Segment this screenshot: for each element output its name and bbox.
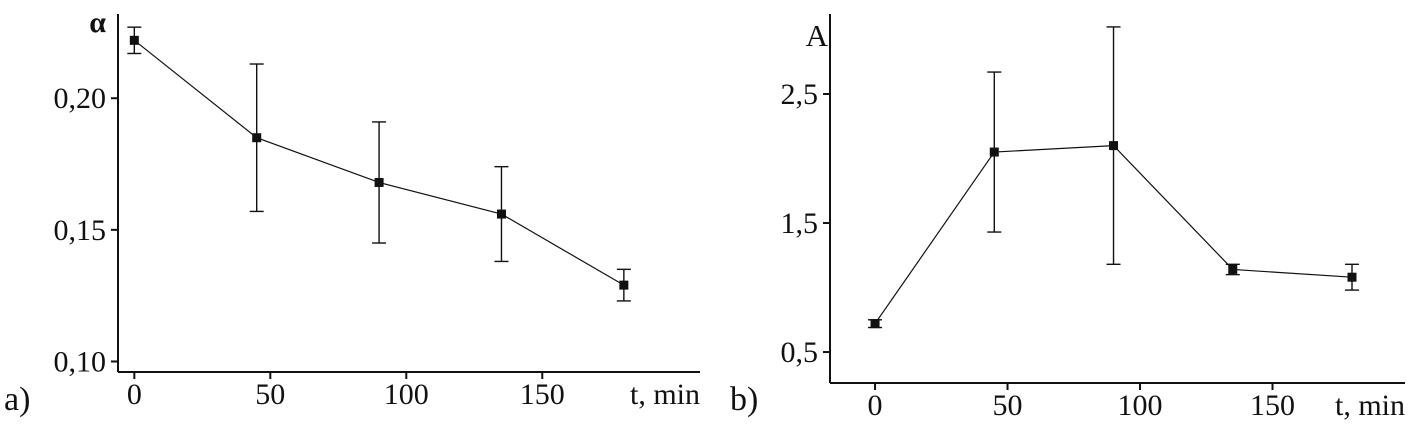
y-axis-title: α xyxy=(89,6,106,39)
x-tick-label: 50 xyxy=(993,389,1023,422)
panel-label-b: b) xyxy=(730,381,759,418)
y-tick-label: 0,15 xyxy=(54,214,107,247)
x-tick-label: 50 xyxy=(255,378,285,411)
y-tick-label: 2,5 xyxy=(781,78,819,111)
data-point xyxy=(129,35,139,45)
chart-panel-b: 0 50 100 150 0,5 1,5 2,5 t, min A xyxy=(781,14,1405,422)
data-point xyxy=(496,209,506,219)
data-point xyxy=(374,177,384,187)
y-tick-label: 0,5 xyxy=(781,336,819,369)
data-point xyxy=(1228,264,1238,274)
data-point xyxy=(1109,141,1119,151)
x-axis-title: t, min xyxy=(1335,389,1405,422)
x-tick-label: 100 xyxy=(1118,389,1163,422)
x-tick-label: 150 xyxy=(520,378,565,411)
data-point xyxy=(989,147,999,157)
x-axis-title: t, min xyxy=(630,378,700,411)
x-tick-label: 100 xyxy=(384,378,429,411)
y-tick-label: 1,5 xyxy=(781,207,819,240)
y-tick-label: 0,10 xyxy=(54,345,107,378)
data-point xyxy=(1347,272,1357,282)
data-point xyxy=(870,319,880,329)
chart-panel-a: 0 50 100 150 0,10 0,15 0,20 t, min α xyxy=(54,6,700,411)
y-tick-label: 0,20 xyxy=(54,82,107,115)
panel-label-a: a) xyxy=(4,381,31,418)
x-tick-label: 150 xyxy=(1250,389,1295,422)
x-tick-label: 0 xyxy=(868,389,883,422)
x-tick-label: 0 xyxy=(127,378,142,411)
y-axis-title: A xyxy=(806,18,829,53)
data-point xyxy=(252,133,262,143)
data-point xyxy=(619,280,629,290)
